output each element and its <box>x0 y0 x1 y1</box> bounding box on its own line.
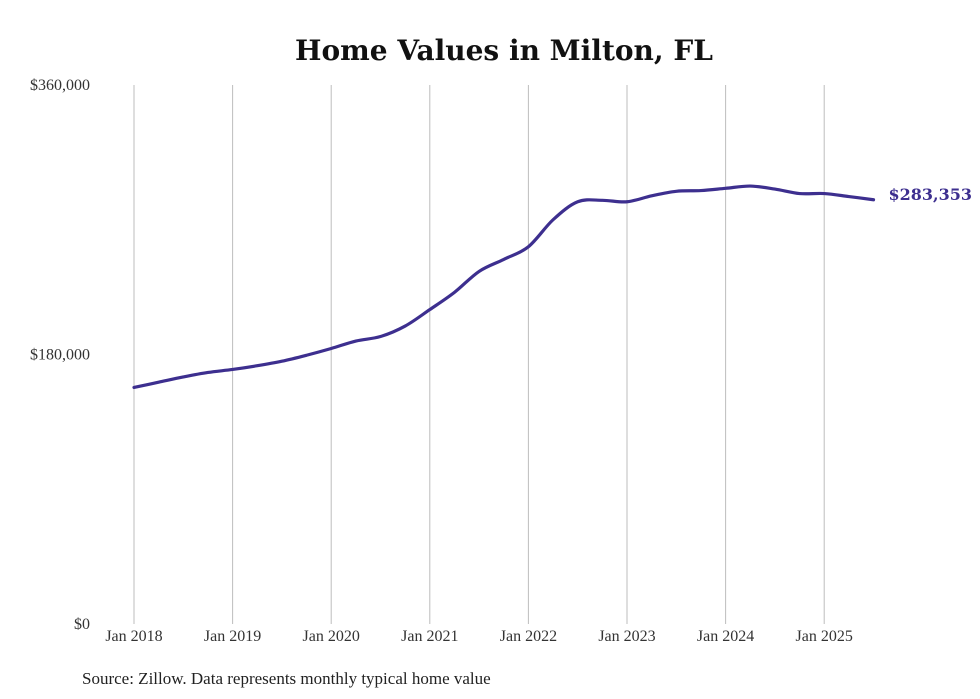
vertical-gridlines <box>133 85 825 624</box>
x-axis-ticks: Jan 2018 Jan 2019 Jan 2020 Jan 2021 Jan 2022… <box>105 628 853 645</box>
x-tick-label: Jan 2018 <box>105 628 162 645</box>
x-tick-label: Jan 2019 <box>204 628 261 645</box>
end-value-label: $283,353 <box>889 185 973 204</box>
x-tick-label: Jan 2020 <box>303 628 360 645</box>
source-note: Source: Zillow. Data represents monthly … <box>82 669 491 688</box>
x-tick-label: Jan 2023 <box>598 628 655 645</box>
y-tick-label: $360,000 <box>30 77 90 94</box>
x-tick-label: Jan 2022 <box>500 628 557 645</box>
y-tick-label: $180,000 <box>30 347 90 364</box>
x-tick-label: Jan 2025 <box>796 628 853 645</box>
y-tick-label: $0 <box>74 616 90 633</box>
home-value-line <box>132 184 876 390</box>
x-tick-label: Jan 2021 <box>401 628 458 645</box>
x-tick-label: Jan 2024 <box>697 628 754 645</box>
y-axis-ticks: $0 $180,000 $360,000 <box>30 77 90 633</box>
series-layer: $283,353 <box>132 184 973 390</box>
chart-title: Home Values in Milton, FL <box>295 34 713 67</box>
